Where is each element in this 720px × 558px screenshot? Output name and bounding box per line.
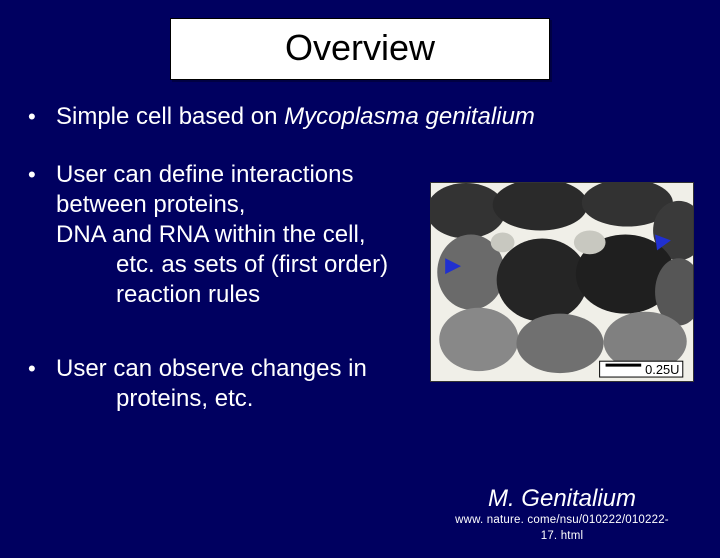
micrograph-image: 0.25U (430, 182, 694, 382)
image-caption: M. Genitalium www. nature. come/nsu/0102… (430, 486, 694, 543)
bullet-3: User can observe changes in proteins, et… (28, 354, 388, 414)
slide-title: Overview (171, 27, 549, 69)
title-box: Overview (170, 18, 550, 80)
caption-url-line1: www. nature. come/nsu/010222/010222- (430, 514, 694, 527)
bullet-1-prefix: Simple cell based on (56, 103, 284, 130)
bullet-dot-icon (28, 102, 56, 132)
bullet-2-text: User can define interactions between pro… (56, 160, 416, 310)
bullet-1: Simple cell based on Mycoplasma genitali… (28, 102, 692, 132)
bullet-2-line2: DNA and RNA within the cell, (56, 220, 416, 250)
bullet-dot-icon (28, 354, 56, 414)
bullet-2-line1: User can define interactions between pro… (56, 161, 354, 218)
bullet-1-species: Mycoplasma genitalium (284, 103, 535, 130)
scale-bar-label: 0.25U (645, 362, 679, 377)
caption-url-line2: 17. html (430, 530, 694, 543)
bullet-2-line3: etc. as sets of (first order) (116, 250, 416, 280)
caption-species: M. Genitalium (430, 486, 694, 512)
micrograph-svg: 0.25U (431, 183, 693, 381)
bullet-2-line4: reaction rules (116, 280, 416, 310)
bullet-1-text: Simple cell based on Mycoplasma genitali… (56, 102, 692, 132)
bullet-dot-icon (28, 160, 56, 310)
bullet-3-line2: proteins, etc. (116, 384, 388, 414)
bullet-3-line1: User can observe changes in (56, 354, 388, 384)
bullet-3-text: User can observe changes in proteins, et… (56, 354, 388, 414)
